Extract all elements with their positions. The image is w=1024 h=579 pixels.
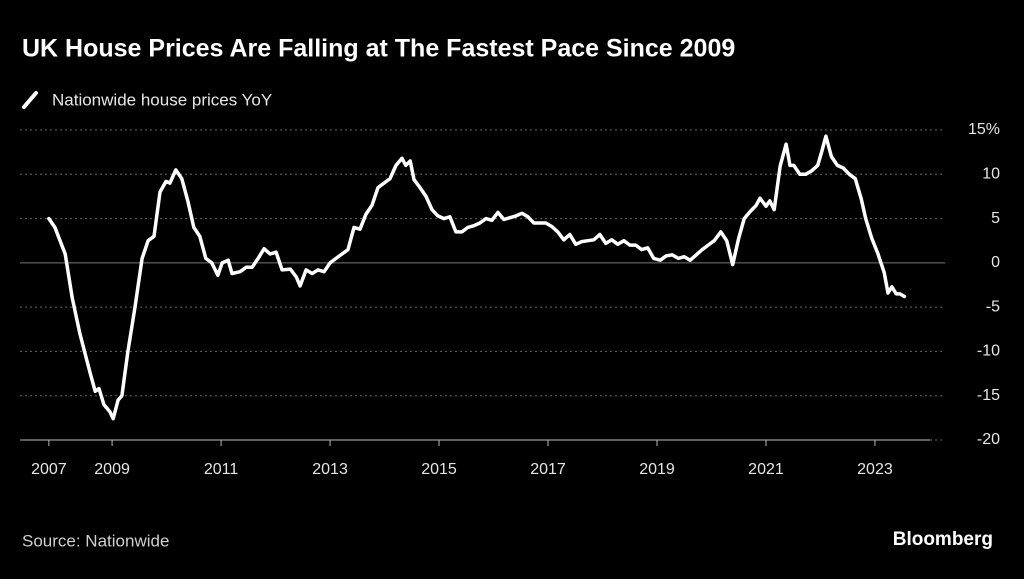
chart-title: UK House Prices Are Falling at The Faste… <box>22 35 735 63</box>
y-tick-label: -10 <box>977 343 1000 360</box>
legend-label: Nationwide house prices YoY <box>52 90 272 109</box>
legend-swatch <box>22 91 38 109</box>
x-tick-label: 2013 <box>312 461 348 478</box>
source: Source: Nationwide <box>22 531 169 550</box>
y-tick-label: 5 <box>991 210 1000 227</box>
x-tick-label: 2011 <box>204 461 239 478</box>
data-line <box>47 134 907 421</box>
brand: Bloomberg <box>893 529 993 550</box>
x-tick-label: 2009 <box>94 461 130 478</box>
x-tick-label: 2017 <box>530 461 566 478</box>
y-tick-label: 15% <box>968 121 1000 138</box>
y-tick-label: 10 <box>982 166 1000 183</box>
y-tick-label: -20 <box>977 431 1000 448</box>
x-tick-label: 2015 <box>421 461 457 478</box>
x-tick-label: 2023 <box>857 461 893 478</box>
y-tick-label: 0 <box>991 254 1000 271</box>
y-tick-label: -15 <box>977 387 1000 404</box>
x-tick-label: 2007 <box>31 461 67 478</box>
x-tick-label: 2019 <box>639 461 675 478</box>
x-tick-label: 2021 <box>748 461 784 478</box>
y-tick-label: -5 <box>986 298 1000 315</box>
